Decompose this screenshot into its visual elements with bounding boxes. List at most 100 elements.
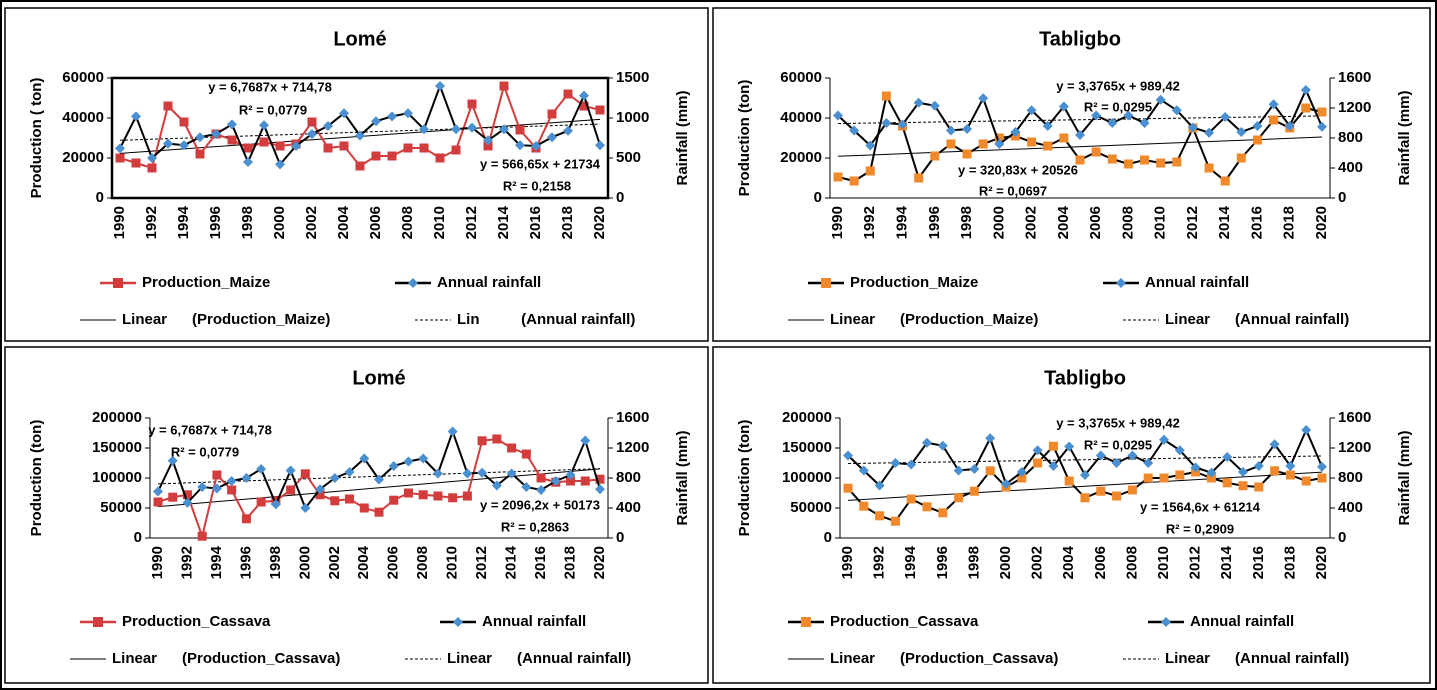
x-tick-label: 1992: [178, 546, 195, 579]
marker: [1010, 127, 1021, 137]
marker: [483, 141, 493, 151]
marker: [954, 493, 964, 503]
marker: [890, 516, 900, 526]
x-tick-label: 2008: [1123, 546, 1140, 579]
x-tick-label: 2012: [463, 206, 480, 239]
marker: [355, 130, 365, 141]
marker: [1140, 155, 1150, 165]
marker: [1080, 493, 1090, 503]
legend-label: Linear (Production_Maize): [830, 311, 1038, 328]
x-tick-label: 1994: [902, 545, 919, 579]
marker: [985, 466, 995, 476]
marker: [1206, 467, 1217, 478]
marker: [241, 473, 252, 483]
marker: [994, 139, 1005, 149]
x-tick-label: 2020: [591, 206, 608, 239]
trend-equation: y = 3,3765x + 989,42: [1056, 415, 1180, 430]
y2-tick-label: 0: [1338, 529, 1346, 546]
marker: [595, 484, 605, 495]
x-tick-label: 1994: [894, 205, 911, 239]
marker: [315, 490, 325, 500]
marker: [1064, 441, 1075, 452]
trend-r2: R² = 0,0295: [1084, 437, 1152, 452]
marker: [1143, 473, 1153, 483]
marker: [492, 434, 502, 444]
marker: [1252, 135, 1262, 145]
marker: [1127, 485, 1137, 495]
trend-r2: R² = 0,2863: [501, 519, 569, 534]
x-tick-label: 2012: [473, 546, 490, 579]
marker: [291, 141, 301, 151]
y2-axis-label: Rainfall (mm): [1396, 430, 1413, 525]
marker: [595, 140, 605, 151]
marker: [945, 125, 956, 136]
y2-axis-label: Rainfall (mm): [1396, 90, 1413, 185]
marker: [1156, 158, 1166, 168]
marker: [462, 491, 472, 501]
trend-equation: y = 3,3765x + 989,42: [1056, 78, 1180, 93]
marker: [499, 81, 509, 91]
marker: [256, 464, 267, 474]
x-tick-label: 1998: [965, 546, 982, 579]
x-tick-label: 2000: [296, 546, 313, 579]
marker: [1048, 441, 1058, 451]
chart-title: Lomé: [333, 28, 386, 50]
marker: [241, 514, 251, 524]
x-tick-label: 1996: [237, 546, 254, 579]
marker: [167, 455, 178, 466]
x-tick-label: 2004: [1060, 545, 1077, 579]
marker: [563, 125, 573, 136]
marker: [515, 125, 525, 135]
marker: [477, 436, 487, 446]
marker: [1222, 452, 1233, 462]
trend-r2: R² = 0,0295: [1084, 99, 1152, 114]
marker: [226, 476, 237, 486]
marker: [1139, 118, 1150, 128]
marker: [962, 124, 973, 134]
trend-equation: y = 1564,6x + 61214: [1140, 499, 1261, 514]
marker: [962, 149, 972, 159]
marker: [286, 485, 296, 495]
marker: [969, 464, 980, 474]
x-tick-label: 1992: [861, 206, 878, 239]
marker: [307, 117, 317, 127]
y2-tick-label: 400: [1338, 499, 1363, 516]
marker: [168, 492, 178, 502]
marker: [1254, 482, 1264, 492]
marker: [874, 480, 885, 491]
trend-equation: y = 6,7687x + 714,78: [148, 422, 272, 437]
marker: [1058, 101, 1069, 112]
marker: [435, 153, 445, 163]
marker: [419, 124, 429, 135]
marker: [565, 470, 576, 480]
marker: [1220, 176, 1230, 186]
x-tick-label: 2020: [591, 546, 608, 579]
y2-tick-label: 800: [1338, 129, 1363, 146]
legend-marker: [408, 278, 418, 288]
marker: [1016, 467, 1027, 477]
x-tick-label: 2014: [503, 545, 520, 579]
marker: [547, 109, 557, 119]
marker: [195, 149, 205, 159]
legend-label: Linear (Annual rainfall): [1165, 311, 1349, 328]
y-axis-label: Production ( ton): [28, 78, 45, 199]
x-tick-label: 2014: [495, 205, 512, 239]
x-tick-label: 2000: [271, 206, 288, 239]
marker: [300, 469, 310, 479]
marker: [243, 143, 253, 153]
marker: [913, 97, 924, 108]
x-tick-label: 2004: [335, 205, 352, 239]
marker: [403, 456, 414, 467]
trend-r2: R² = 0,2909: [1166, 521, 1234, 536]
marker: [153, 486, 163, 497]
marker: [259, 120, 269, 131]
marker: [865, 140, 876, 151]
marker: [1270, 466, 1280, 476]
marker: [115, 153, 125, 163]
marker: [1300, 85, 1311, 95]
y-tick-label: 0: [814, 189, 822, 206]
marker: [881, 118, 892, 128]
marker: [1284, 121, 1295, 131]
marker: [418, 453, 429, 464]
